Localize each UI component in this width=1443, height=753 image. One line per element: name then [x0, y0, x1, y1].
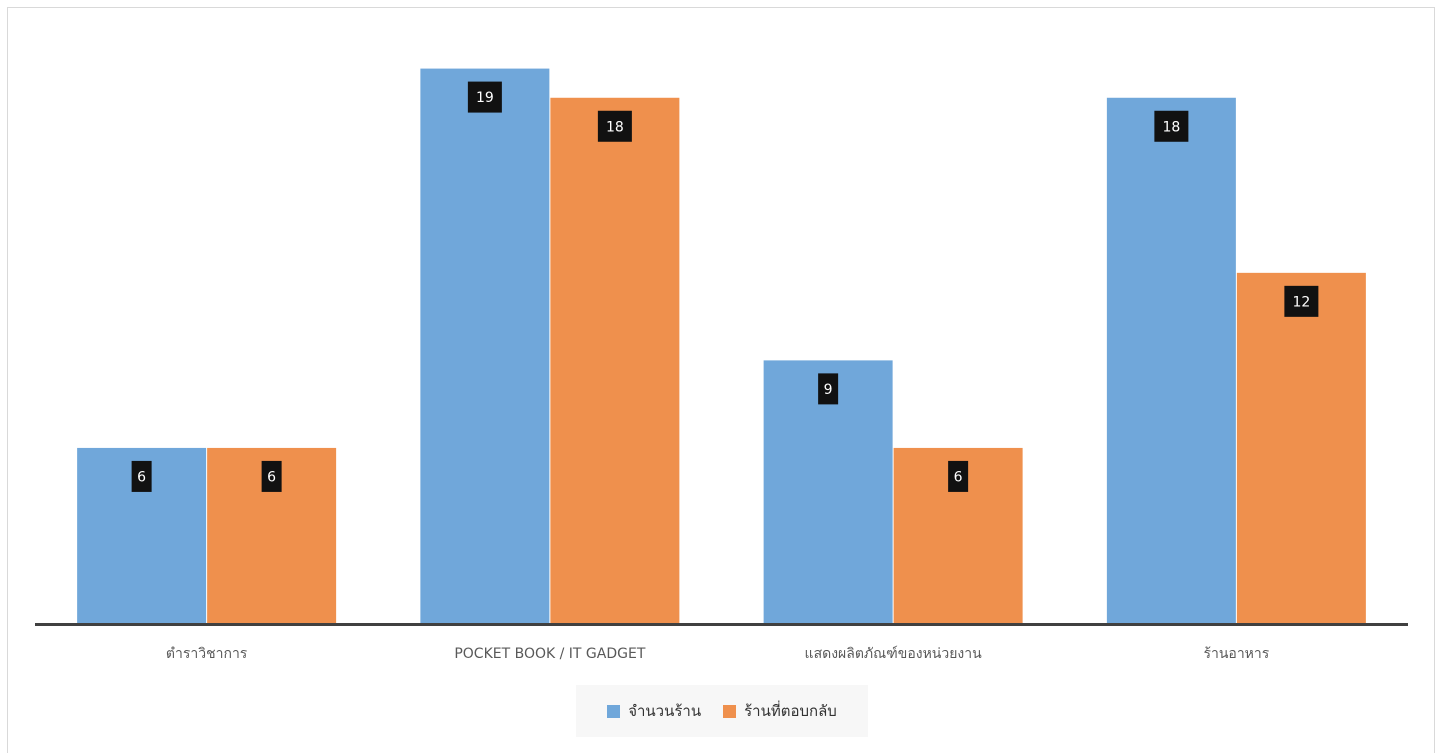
data-label-3-series-0: 18 [1162, 119, 1180, 135]
bars-group [77, 68, 1366, 624]
data-label-2-series-0: 9 [824, 382, 833, 398]
category-label-2: แสดงผลิตภัณฑ์ของหน่วยงาน [805, 645, 983, 662]
data-label-box-3-series-0 [1154, 110, 1189, 142]
data-label-box-0-series-1 [261, 460, 282, 492]
data-label-0-series-0: 6 [137, 469, 146, 485]
legend-swatch-series-1 [723, 704, 737, 718]
legend: จำนวนร้าน ร้านที่ตอบกลับ [576, 685, 868, 737]
data-labels-group: 6 6 19 18 9 6 18 12 [131, 81, 1319, 492]
data-label-0-series-1: 6 [267, 469, 276, 485]
legend-label-series-0: จำนวนร้าน [628, 702, 702, 720]
legend-item-series-1: ร้านที่ตอบกลับ [723, 699, 837, 723]
data-label-2-series-1: 6 [954, 469, 963, 485]
category-label-0: ตำราวิชาการ [166, 646, 248, 662]
data-label-box-0-series-0 [131, 460, 152, 492]
data-label-box-2-series-1 [948, 460, 969, 492]
bar-3-series-0 [1106, 97, 1236, 624]
category-labels-group: ตำราวิชาการ POCKET BOOK / IT GADGET แสดงผล… [166, 645, 1270, 662]
bar-3-series-1 [1236, 272, 1366, 623]
bar-1-series-0 [420, 68, 550, 624]
data-label-box-3-series-1 [1284, 285, 1319, 317]
category-label-3: ร้านอาหาร [1203, 646, 1269, 662]
category-label-1: POCKET BOOK / IT GADGET [454, 646, 645, 662]
data-label-1-series-0: 19 [476, 90, 494, 106]
data-label-box-1-series-0 [467, 81, 502, 113]
data-label-box-1-series-1 [597, 110, 632, 142]
legend-label-series-1: ร้านที่ตอบกลับ [744, 702, 837, 720]
legend-swatch-series-0 [607, 704, 621, 718]
data-label-box-2-series-0 [818, 373, 839, 405]
legend-item-series-0: จำนวนร้าน [607, 699, 701, 723]
bar-1-series-1 [550, 97, 680, 624]
data-label-1-series-1: 18 [606, 119, 624, 135]
data-label-3-series-1: 12 [1292, 294, 1310, 310]
